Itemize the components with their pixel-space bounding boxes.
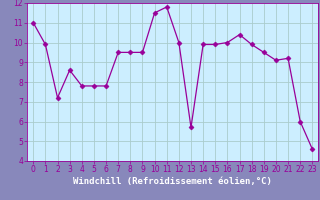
- X-axis label: Windchill (Refroidissement éolien,°C): Windchill (Refroidissement éolien,°C): [73, 177, 272, 186]
